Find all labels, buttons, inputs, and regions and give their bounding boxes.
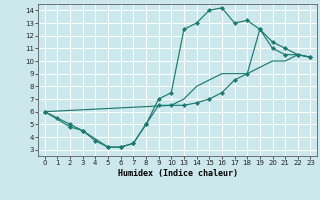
X-axis label: Humidex (Indice chaleur): Humidex (Indice chaleur) [118,169,238,178]
